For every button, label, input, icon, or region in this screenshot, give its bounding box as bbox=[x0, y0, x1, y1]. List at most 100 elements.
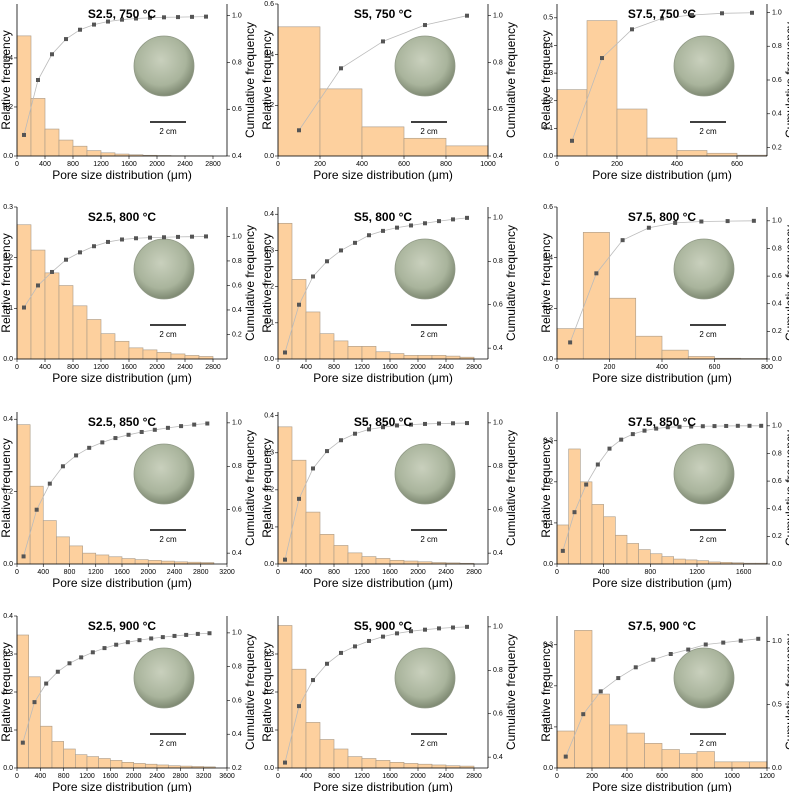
y-tick-label: 0.6 bbox=[264, 1, 274, 8]
y-tick-label: 0.3 bbox=[543, 438, 553, 445]
panel: 2 cm0 400 800 1200 1600 2000 2400 2800 3200 36000… bbox=[0, 613, 257, 792]
y-axis-label: Relative frequency bbox=[0, 642, 13, 741]
bar bbox=[638, 549, 651, 565]
x-tick-label: 0 bbox=[276, 569, 280, 576]
x-tick-label: 2000 bbox=[126, 773, 142, 780]
x-tick-label: 2800 bbox=[466, 773, 482, 780]
y-tick-label: 0.1 bbox=[264, 727, 274, 734]
bar bbox=[403, 355, 419, 360]
cumulative-point bbox=[139, 429, 144, 434]
y-tick-label: 0.2 bbox=[3, 689, 13, 696]
cumulative-point bbox=[339, 248, 343, 253]
x-tick-label: 600 bbox=[398, 161, 410, 168]
cumulative-point bbox=[297, 302, 301, 307]
bar bbox=[69, 545, 83, 565]
cumulative-point bbox=[423, 421, 427, 426]
cumulative-point bbox=[451, 217, 455, 222]
y2-tick-label: 0.6 bbox=[232, 282, 242, 289]
y2-tick-label: 0.8 bbox=[493, 667, 503, 674]
bar bbox=[333, 340, 349, 360]
cumulative-point bbox=[699, 219, 704, 224]
x-axis-label: Pore size distribution (μm) bbox=[52, 371, 192, 385]
bar bbox=[170, 353, 186, 360]
cumulative-point bbox=[686, 647, 691, 652]
y-tick-label: 0.2 bbox=[543, 479, 553, 486]
scale-label: 2 cm bbox=[159, 127, 177, 136]
x-tick-label: 600 bbox=[709, 364, 721, 371]
x-tick-label: 400 bbox=[300, 364, 312, 371]
cumulative-point bbox=[465, 13, 469, 18]
bar bbox=[431, 355, 447, 360]
x-tick-label: 1200 bbox=[88, 569, 104, 576]
x-tick-label: 2400 bbox=[177, 364, 193, 371]
cumulative-point bbox=[120, 17, 124, 22]
x-axis-label: Pore size distribution (μm) bbox=[313, 576, 453, 590]
y2-tick-label: 0.6 bbox=[493, 711, 503, 718]
y2-axis-label: Cumulative frequency bbox=[504, 225, 518, 341]
chart-title: S7.5, 850 °C bbox=[628, 415, 697, 429]
x-tick-label: 200 bbox=[586, 773, 598, 780]
bar bbox=[110, 760, 123, 769]
cumulative-point bbox=[654, 426, 659, 431]
chart-title: S5, 850 °C bbox=[354, 415, 413, 429]
y2-tick-label: 0.6 bbox=[232, 507, 242, 514]
y2-tick-label: 0.6 bbox=[232, 697, 242, 704]
y-tick-label: 0.0 bbox=[264, 765, 274, 772]
cumulative-point bbox=[353, 240, 357, 245]
bar bbox=[291, 459, 307, 565]
bar bbox=[75, 754, 88, 769]
bar bbox=[319, 739, 335, 769]
bar bbox=[58, 139, 74, 157]
panel: 2 cm 0 400 800 1200 1600 2000 2400 2800 0.0 0.2 0.4… bbox=[0, 4, 257, 182]
cumulative-point bbox=[162, 15, 166, 20]
chart-title: S5, 750 °C bbox=[354, 7, 413, 21]
cumulative-point bbox=[205, 421, 210, 426]
cumulative-point bbox=[595, 462, 600, 467]
y-tick-label: 0.2 bbox=[3, 488, 13, 495]
y-tick-label: 0.0 bbox=[543, 765, 553, 772]
x-tick-label: 2400 bbox=[438, 364, 454, 371]
cumulative-point bbox=[451, 421, 455, 426]
cumulative-point bbox=[102, 646, 107, 651]
cumulative-point bbox=[204, 14, 208, 19]
y-tick-label: 0.1 bbox=[543, 724, 553, 731]
x-tick-label: 1600 bbox=[121, 161, 137, 168]
cumulative-point bbox=[172, 633, 177, 638]
cumulative-point bbox=[160, 635, 165, 640]
x-tick-label: 3600 bbox=[219, 773, 235, 780]
cumulative-point bbox=[409, 223, 413, 228]
cumulative-point bbox=[64, 37, 68, 42]
y2-tick-label: 1.0 bbox=[493, 13, 503, 20]
x-axis-label: Pore size distribution (μm) bbox=[592, 168, 732, 182]
panel: 2 cm 0 400 800 1200 1600 2000 2400 2800 0.0 0.1 0.2… bbox=[0, 204, 257, 385]
y2-axis-label: Cumulative frequency bbox=[783, 22, 789, 138]
bar bbox=[16, 634, 29, 769]
bar bbox=[591, 693, 610, 769]
y2-axis-label: Cumulative frequency bbox=[504, 22, 518, 138]
x-tick-label: 0 bbox=[555, 569, 559, 576]
cumulative-point bbox=[74, 453, 79, 458]
y-tick-label: 0.2 bbox=[264, 689, 274, 696]
y2-tick-label: 1.0 bbox=[493, 420, 503, 427]
x-tick-label: 800 bbox=[761, 364, 773, 371]
cumulative-point bbox=[50, 269, 54, 274]
cumulative-point bbox=[630, 432, 635, 437]
cumulative-point bbox=[451, 625, 455, 630]
x-tick-label: 200 bbox=[604, 364, 616, 371]
cumulative-point bbox=[297, 496, 301, 501]
cumulative-point bbox=[735, 423, 740, 428]
cumulative-point bbox=[409, 629, 413, 634]
y-tick-label: 0.1 bbox=[3, 727, 13, 734]
scale-label: 2 cm bbox=[699, 330, 717, 339]
bar bbox=[626, 732, 645, 769]
y2-tick-label: 0.2 bbox=[772, 144, 782, 151]
y2-tick-label: 0.4 bbox=[232, 153, 242, 160]
bar bbox=[661, 349, 689, 360]
y2-tick-label: 0.8 bbox=[232, 664, 242, 671]
cumulative-point bbox=[90, 650, 95, 655]
bar bbox=[591, 504, 604, 565]
cumulative-point bbox=[92, 22, 96, 27]
cumulative-point bbox=[721, 640, 726, 645]
inset-photo bbox=[133, 647, 195, 709]
